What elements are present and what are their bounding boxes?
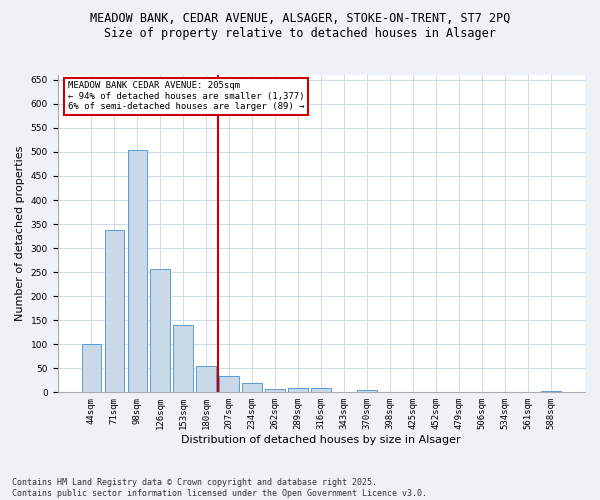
Bar (151, 269, 170, 392)
Bar (196, 366, 216, 392)
Bar (242, 382, 262, 392)
Bar (358, 390, 377, 392)
Text: Contains HM Land Registry data © Crown copyright and database right 2025.
Contai: Contains HM Land Registry data © Crown c… (12, 478, 427, 498)
Text: MEADOW BANK, CEDAR AVENUE, ALSAGER, STOKE-ON-TRENT, ST7 2PQ: MEADOW BANK, CEDAR AVENUE, ALSAGER, STOK… (90, 12, 510, 26)
Text: MEADOW BANK CEDAR AVENUE: 205sqm
← 94% of detached houses are smaller (1,377)
6%: MEADOW BANK CEDAR AVENUE: 205sqm ← 94% o… (68, 82, 305, 111)
Bar (104, 230, 124, 392)
Y-axis label: Number of detached properties: Number of detached properties (15, 146, 25, 322)
Bar (220, 376, 239, 392)
Bar (173, 325, 193, 392)
X-axis label: Distribution of detached houses by size in Alsager: Distribution of detached houses by size … (181, 435, 461, 445)
Bar (311, 388, 331, 392)
Bar (541, 391, 561, 392)
Text: Size of property relative to detached houses in Alsager: Size of property relative to detached ho… (104, 28, 496, 40)
Bar (289, 388, 308, 392)
Bar (82, 344, 101, 393)
Bar (128, 150, 147, 392)
Bar (265, 390, 285, 392)
